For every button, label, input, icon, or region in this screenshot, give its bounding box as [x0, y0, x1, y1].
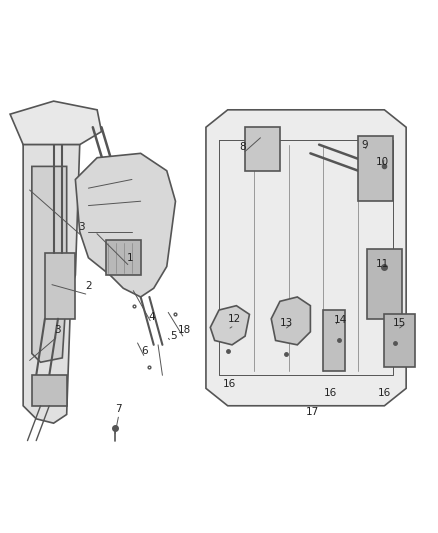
Polygon shape — [358, 136, 393, 201]
Polygon shape — [32, 375, 67, 406]
Polygon shape — [75, 154, 176, 297]
Polygon shape — [32, 166, 67, 362]
Polygon shape — [106, 240, 141, 275]
Text: 16: 16 — [323, 387, 337, 398]
Text: 2: 2 — [85, 281, 92, 291]
Polygon shape — [23, 144, 80, 423]
Polygon shape — [210, 305, 250, 345]
Text: 1: 1 — [127, 253, 133, 263]
Text: 3: 3 — [78, 222, 85, 232]
Text: 18: 18 — [177, 325, 191, 335]
Polygon shape — [45, 254, 75, 319]
Polygon shape — [271, 297, 311, 345]
Text: 17: 17 — [306, 407, 319, 417]
Polygon shape — [323, 310, 345, 371]
Text: 14: 14 — [334, 314, 347, 325]
Polygon shape — [206, 110, 406, 406]
Polygon shape — [367, 249, 402, 319]
Polygon shape — [245, 127, 280, 171]
Text: 11: 11 — [375, 260, 389, 269]
Text: 16: 16 — [378, 387, 391, 398]
Text: 16: 16 — [223, 379, 237, 389]
Text: 4: 4 — [148, 312, 155, 321]
Text: 8: 8 — [240, 142, 246, 152]
Text: 3: 3 — [55, 325, 61, 335]
Text: 6: 6 — [142, 346, 148, 357]
Polygon shape — [385, 314, 415, 367]
Text: 12: 12 — [228, 314, 241, 324]
Text: 15: 15 — [393, 318, 406, 328]
Text: 5: 5 — [170, 331, 177, 341]
Text: 9: 9 — [361, 140, 368, 150]
Text: 13: 13 — [280, 318, 293, 328]
Text: 10: 10 — [376, 157, 389, 167]
Polygon shape — [10, 101, 102, 144]
Text: 7: 7 — [116, 404, 122, 414]
